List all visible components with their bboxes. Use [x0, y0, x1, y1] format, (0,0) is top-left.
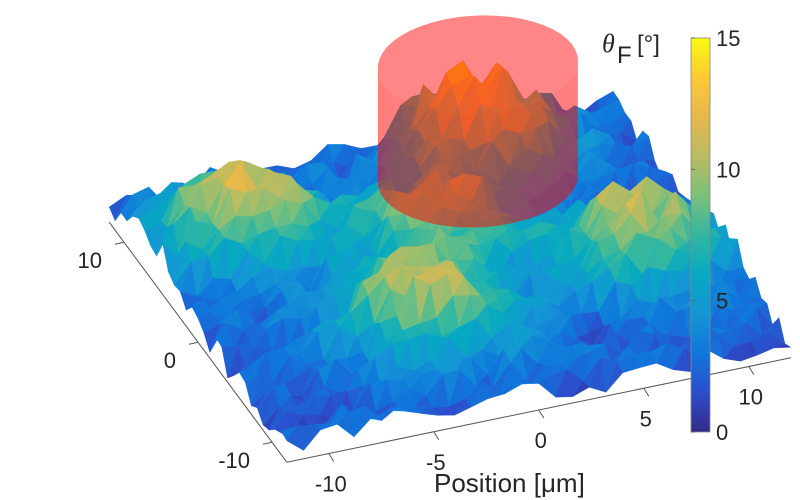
colorbar-title-unit: [°]	[637, 31, 660, 58]
colorbar: 0 5 10 15 θ F [°]	[602, 26, 740, 445]
x-tick-label: -10	[315, 472, 347, 497]
surface-facet	[756, 332, 775, 356]
x-tick	[748, 366, 755, 375]
surface-facet	[471, 381, 489, 408]
x-tick-label: 5	[640, 406, 652, 431]
y-tick-label: 10	[78, 248, 102, 273]
surface-facet	[555, 368, 573, 398]
surface-facet	[656, 342, 674, 371]
surface-facet	[706, 333, 724, 359]
surface-facet	[622, 353, 640, 374]
surface-facet	[336, 411, 355, 438]
colorbar-tick-label: 10	[716, 157, 740, 182]
surface-facet	[286, 425, 304, 451]
surface-facet	[538, 375, 556, 398]
surface-facet	[505, 381, 523, 394]
y-tick	[188, 341, 199, 345]
colorbar-tick-label: 15	[716, 26, 740, 51]
surface-facet	[739, 341, 758, 362]
x-tick-label: 10	[739, 385, 763, 410]
y-ticks: -10 0 10	[78, 241, 273, 473]
surface-facet	[353, 405, 372, 438]
x-tick	[328, 453, 335, 462]
surface-facet	[572, 380, 590, 397]
surface-facet	[403, 404, 422, 414]
surface-facet	[320, 423, 338, 431]
x-axis-label: Position [μm]	[434, 468, 585, 498]
axes-group: -10 -5 0 5 10 -10 0 10 Position [μm]	[78, 221, 791, 498]
surface-facet	[521, 382, 539, 385]
surface-facet	[387, 406, 405, 412]
x-tick-label: 0	[535, 428, 547, 453]
x-tick	[433, 431, 440, 441]
cylinder-side	[377, 63, 578, 228]
surface-facet	[420, 407, 439, 416]
colorbar-gradient	[690, 37, 711, 433]
surface-facet	[454, 398, 472, 416]
colorbar-title-symbol: θ	[602, 29, 615, 58]
surface-facet	[605, 361, 624, 393]
x-tick	[538, 409, 545, 419]
surface-facet	[723, 345, 741, 362]
surface-facet	[672, 347, 691, 372]
surface-facet	[588, 356, 607, 393]
y-tick	[262, 441, 273, 445]
cylinder-top-cap	[377, 15, 578, 114]
highlight-cylinder	[377, 15, 578, 228]
colorbar-title-subscript: F	[617, 42, 632, 69]
y-tick-label: 0	[164, 348, 176, 373]
colorbar-tick-label: 0	[716, 420, 728, 445]
x-tick-label: -5	[426, 450, 446, 475]
surface-facet	[303, 424, 321, 451]
surface-facet	[488, 393, 506, 399]
surface-facet	[370, 410, 389, 421]
x-ticks: -10 -5 0 5 10	[315, 366, 763, 497]
colorbar-ticks: 0 5 10 15	[691, 26, 740, 445]
y-tick	[114, 241, 125, 245]
surface-facet	[773, 343, 792, 349]
x-tick	[643, 387, 650, 397]
y-tick-label: -10	[218, 448, 250, 473]
surface-facet	[437, 406, 456, 416]
surface-facet	[639, 351, 657, 369]
colorbar-tick-label: 5	[716, 289, 728, 314]
